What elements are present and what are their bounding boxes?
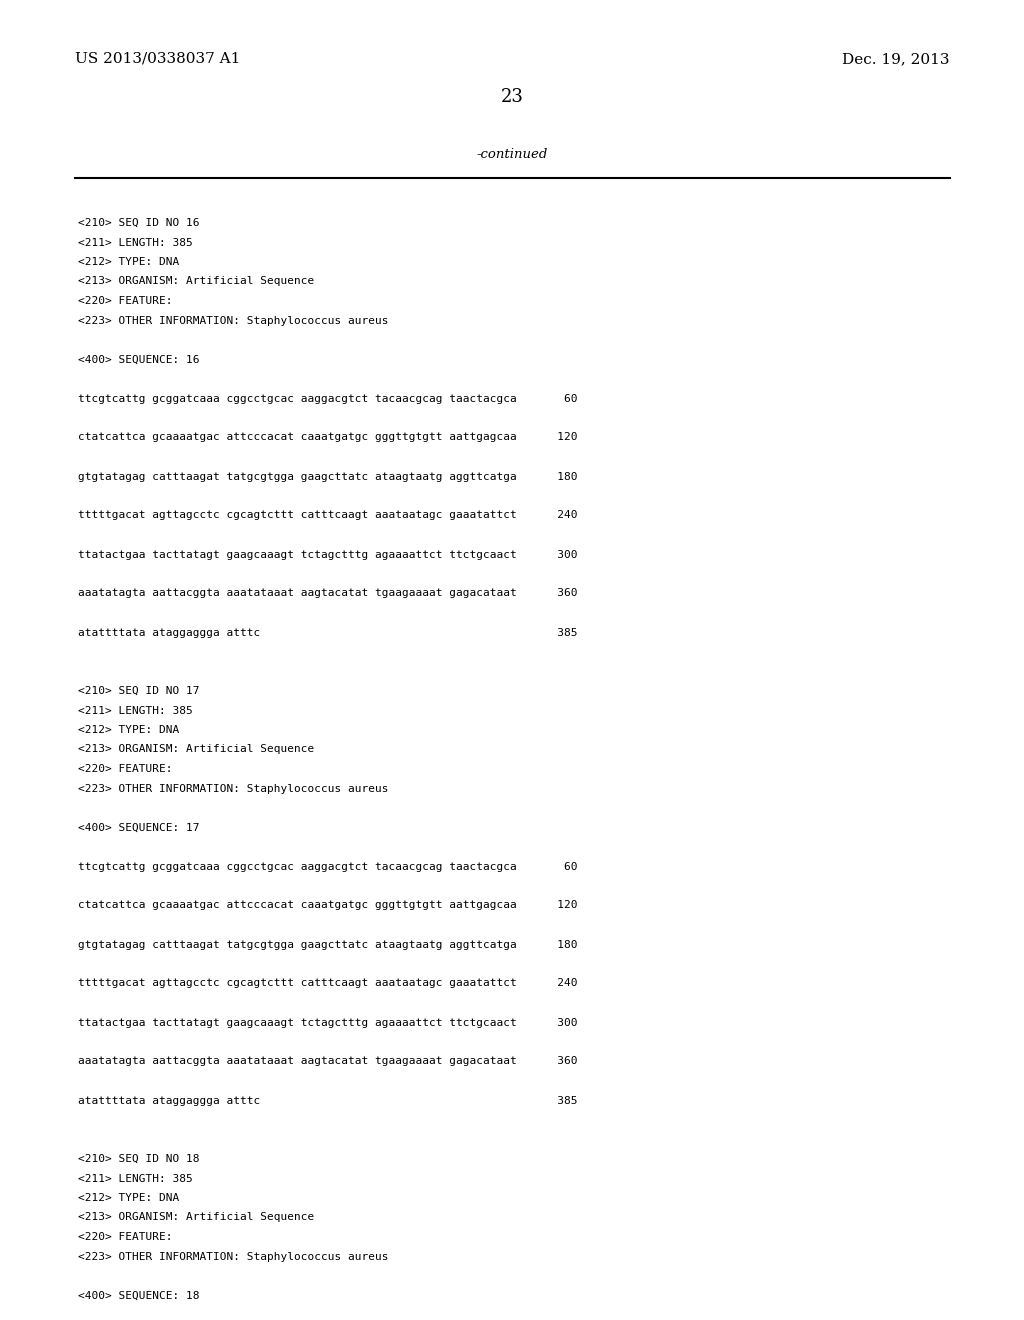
Text: -continued: -continued — [476, 148, 548, 161]
Text: ttatactgaa tacttatagt gaagcaaagt tctagctttg agaaaattct ttctgcaact      300: ttatactgaa tacttatagt gaagcaaagt tctagct… — [78, 1018, 578, 1027]
Text: ttcgtcattg gcggatcaaa cggcctgcac aaggacgtct tacaacgcag taactacgca       60: ttcgtcattg gcggatcaaa cggcctgcac aaggacg… — [78, 862, 578, 871]
Text: ttatactgaa tacttatagt gaagcaaagt tctagctttg agaaaattct ttctgcaact      300: ttatactgaa tacttatagt gaagcaaagt tctagct… — [78, 549, 578, 560]
Text: 23: 23 — [501, 88, 523, 106]
Text: gtgtatagag catttaagat tatgcgtgga gaagcttatc ataagtaatg aggttcatga      180: gtgtatagag catttaagat tatgcgtgga gaagctt… — [78, 940, 578, 949]
Text: <212> TYPE: DNA: <212> TYPE: DNA — [78, 725, 179, 735]
Text: atattttata ataggaggga atttc                                            385: atattttata ataggaggga atttc 385 — [78, 627, 578, 638]
Text: <211> LENGTH: 385: <211> LENGTH: 385 — [78, 705, 193, 715]
Text: <211> LENGTH: 385: <211> LENGTH: 385 — [78, 238, 193, 248]
Text: <223> OTHER INFORMATION: Staphylococcus aureus: <223> OTHER INFORMATION: Staphylococcus … — [78, 784, 388, 793]
Text: <212> TYPE: DNA: <212> TYPE: DNA — [78, 257, 179, 267]
Text: US 2013/0338037 A1: US 2013/0338037 A1 — [75, 51, 241, 66]
Text: <213> ORGANISM: Artificial Sequence: <213> ORGANISM: Artificial Sequence — [78, 276, 314, 286]
Text: Dec. 19, 2013: Dec. 19, 2013 — [843, 51, 950, 66]
Text: <220> FEATURE:: <220> FEATURE: — [78, 764, 172, 774]
Text: <400> SEQUENCE: 18: <400> SEQUENCE: 18 — [78, 1291, 200, 1300]
Text: <400> SEQUENCE: 16: <400> SEQUENCE: 16 — [78, 355, 200, 364]
Text: ctatcattca gcaaaatgac attcccacat caaatgatgc gggttgtgtt aattgagcaa      120: ctatcattca gcaaaatgac attcccacat caaatga… — [78, 433, 578, 442]
Text: <210> SEQ ID NO 18: <210> SEQ ID NO 18 — [78, 1154, 200, 1164]
Text: <223> OTHER INFORMATION: Staphylococcus aureus: <223> OTHER INFORMATION: Staphylococcus … — [78, 1251, 388, 1262]
Text: <211> LENGTH: 385: <211> LENGTH: 385 — [78, 1173, 193, 1184]
Text: tttttgacat agttagcctc cgcagtcttt catttcaagt aaataatagc gaaatattct      240: tttttgacat agttagcctc cgcagtcttt catttca… — [78, 978, 578, 989]
Text: <223> OTHER INFORMATION: Staphylococcus aureus: <223> OTHER INFORMATION: Staphylococcus … — [78, 315, 388, 326]
Text: aaatatagta aattacggta aaatataaat aagtacatat tgaagaaaat gagacataat      360: aaatatagta aattacggta aaatataaat aagtaca… — [78, 1056, 578, 1067]
Text: <213> ORGANISM: Artificial Sequence: <213> ORGANISM: Artificial Sequence — [78, 1213, 314, 1222]
Text: <220> FEATURE:: <220> FEATURE: — [78, 296, 172, 306]
Text: gtgtatagag catttaagat tatgcgtgga gaagcttatc ataagtaatg aggttcatga      180: gtgtatagag catttaagat tatgcgtgga gaagctt… — [78, 471, 578, 482]
Text: <213> ORGANISM: Artificial Sequence: <213> ORGANISM: Artificial Sequence — [78, 744, 314, 755]
Text: tttttgacat agttagcctc cgcagtcttt catttcaagt aaataatagc gaaatattct      240: tttttgacat agttagcctc cgcagtcttt catttca… — [78, 511, 578, 520]
Text: <220> FEATURE:: <220> FEATURE: — [78, 1232, 172, 1242]
Text: ttcgtcattg gcggatcaaa cggcctgcac aaggacgtct tacaacgcag taactacgca       60: ttcgtcattg gcggatcaaa cggcctgcac aaggacg… — [78, 393, 578, 404]
Text: aaatatagta aattacggta aaatataaat aagtacatat tgaagaaaat gagacataat      360: aaatatagta aattacggta aaatataaat aagtaca… — [78, 589, 578, 598]
Text: atattttata ataggaggga atttc                                            385: atattttata ataggaggga atttc 385 — [78, 1096, 578, 1106]
Text: <210> SEQ ID NO 17: <210> SEQ ID NO 17 — [78, 686, 200, 696]
Text: ctatcattca gcaaaatgac attcccacat caaatgatgc gggttgtgtt aattgagcaa      120: ctatcattca gcaaaatgac attcccacat caaatga… — [78, 900, 578, 911]
Text: <212> TYPE: DNA: <212> TYPE: DNA — [78, 1193, 179, 1203]
Text: <210> SEQ ID NO 16: <210> SEQ ID NO 16 — [78, 218, 200, 228]
Text: <400> SEQUENCE: 17: <400> SEQUENCE: 17 — [78, 822, 200, 833]
